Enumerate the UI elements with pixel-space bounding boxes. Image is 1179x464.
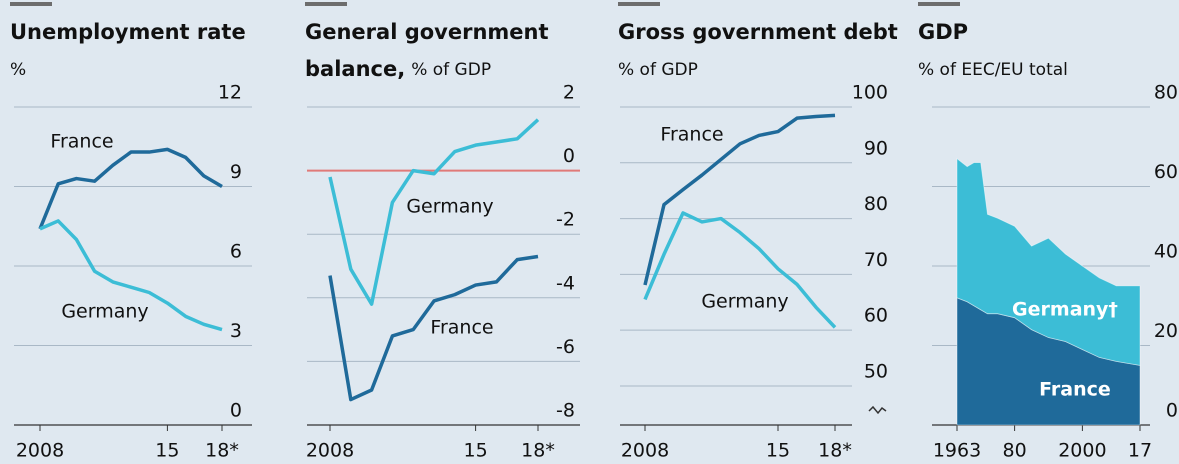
y-tick-label: 90 [864,137,888,159]
title-line: General government [305,20,549,44]
x-tick-label: 15 [464,440,488,462]
y-tick-label: 6 [230,241,242,263]
y-tick-label: 40 [1154,241,1178,263]
y-tick-label: 80 [864,193,888,215]
x-tick-label: 15 [766,440,790,462]
panel: General government balance, % of GDP -8 -6 -4… [305,2,580,462]
y-tick-label: 12 [218,82,242,104]
x-tick-label: 2008 [16,440,64,462]
panel-title: General government balance, [305,20,549,81]
panel-marker [618,2,660,6]
panel-title: GDP [918,20,968,44]
series-label: Germany [701,291,788,313]
y-tick-label: 60 [864,305,888,327]
y-tick-label: 60 [1154,161,1178,183]
panel-title: Unemployment rate [10,20,246,44]
panel-subtitle: % of GDP [618,60,698,80]
series-label: France [50,131,113,153]
panel-marker [10,2,52,6]
title-line: balance, [305,57,405,81]
panel-marker [918,2,960,6]
y-tick-label: 0 [563,145,575,167]
panel-marker [305,2,347,6]
y-tick-label: 9 [230,161,242,183]
panel: Unemployment rate% 0 3 6 9 12 2008 15 18* France G… [10,2,252,462]
y-tick-label: 2 [563,82,575,104]
panel: GDP % of EEC/EU total 0 20 40 60 80 1963 80 2000 1… [918,2,1178,462]
series-label: Germany† [1012,299,1118,321]
series-label: France [1039,379,1111,401]
x-tick-label: 2008 [306,440,354,462]
series-label: France [660,124,723,146]
y-tick-label: -8 [556,400,575,422]
x-tick-label: 1963 [933,440,981,462]
y-tick-label: 100 [852,82,888,104]
series-line [643,113,836,286]
series-label: France [430,317,493,339]
panel-subtitle: % of GDP [411,60,491,80]
y-tick-label: 0 [1166,400,1178,422]
y-tick-label: 80 [1154,82,1178,104]
series-line [643,211,837,329]
y-tick-label: -2 [556,209,575,231]
series-label: Germany [406,196,493,218]
area [956,157,1141,366]
x-tick-label: 17 [1128,440,1152,462]
axis-break [868,405,887,415]
panel-title: Gross government debt [618,20,898,44]
x-tick-label: 2000 [1058,440,1106,462]
series-line [39,219,223,332]
y-tick-label: 70 [864,249,888,271]
x-tick-label: 18* [521,440,555,462]
x-tick-label: 80 [1003,440,1027,462]
series-line [328,118,540,306]
y-tick-label: 50 [864,360,888,382]
panel-subtitle: % [10,60,26,80]
y-tick-label: 20 [1154,320,1178,342]
x-tick-label: 15 [155,440,179,462]
panel-subtitle: % of EEC/EU total [918,60,1068,80]
series-label: Germany [61,301,148,323]
y-tick-label: -4 [556,272,575,294]
y-tick-label: -6 [556,336,575,358]
panel: Gross government debt % of GDP 50 60 70 80 90 1… [618,2,898,462]
x-tick-label: 18* [818,440,852,462]
series-line [38,147,223,230]
x-tick-label: 18* [205,440,239,462]
series-line [328,254,539,402]
y-tick-label: 3 [230,320,242,342]
x-tick-label: 2008 [621,440,669,462]
y-tick-label: 0 [230,400,242,422]
